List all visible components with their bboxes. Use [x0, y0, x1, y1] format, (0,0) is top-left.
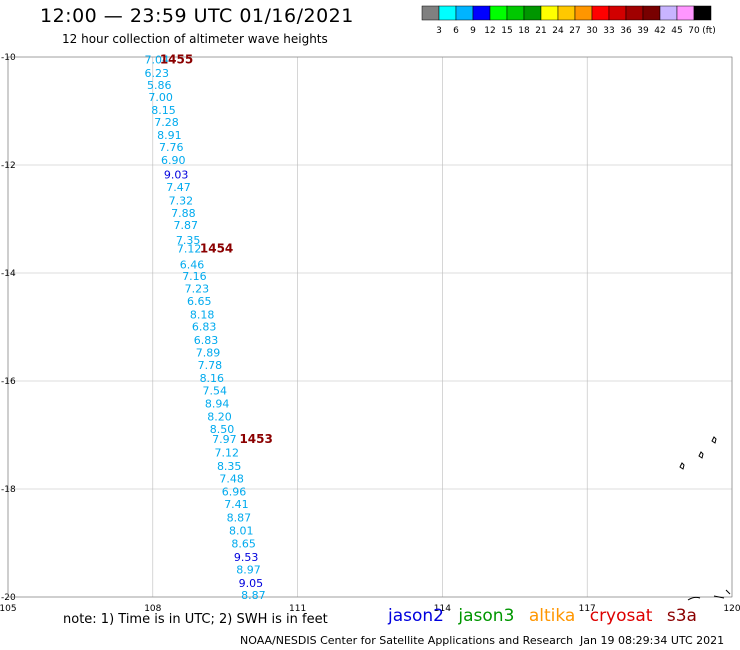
y-tick-label: -18 — [1, 485, 16, 495]
swh-value-label: 7.54 — [202, 385, 227, 398]
legend-label: 9 — [470, 26, 476, 36]
swh-value-label: 7.12 — [215, 446, 240, 459]
legend-label: 6 — [453, 26, 459, 36]
swh-value-label: 7.04 — [145, 54, 170, 67]
swh-value-label: 9.53 — [234, 551, 259, 564]
x-tick-label: 108 — [144, 604, 161, 614]
swh-value-label: 8.15 — [151, 104, 176, 117]
swh-value-label: 8.65 — [231, 538, 256, 551]
legend-label: 18 — [518, 26, 530, 36]
coastline-fragment — [698, 451, 704, 459]
y-tick-label: -12 — [1, 161, 16, 171]
swh-value-label: 7.89 — [196, 346, 221, 359]
legend-label: 36 — [620, 26, 632, 36]
swh-value-label: 8.16 — [200, 372, 225, 385]
swh-value-label: 7.00 — [148, 91, 173, 104]
pass-time-label: 1455 — [160, 53, 193, 67]
legend-label: 39 — [637, 26, 649, 36]
swh-value-label: 8.01 — [229, 525, 254, 538]
swh-value-label: 6.96 — [222, 486, 247, 499]
swh-value-label: 7.47 — [166, 181, 191, 194]
satellite-jason3: jason3 — [458, 606, 515, 626]
x-tick-label: 114 — [434, 604, 451, 614]
swh-value-label: 7.35 — [176, 234, 201, 247]
swh-value-label: 7.97 — [212, 433, 237, 446]
swh-value-label: 8.91 — [157, 129, 182, 142]
legend-label: 42 — [654, 26, 665, 36]
legend-label: 21 — [535, 26, 546, 36]
y-tick-label: -10 — [1, 53, 16, 63]
swh-value-label: 8.50 — [210, 423, 235, 436]
swh-value-label: 6.90 — [161, 154, 186, 167]
satellite-altika: altika — [528, 606, 576, 626]
x-tick-label: 117 — [579, 604, 596, 614]
satellite-jason2: jason2 — [388, 606, 444, 626]
swh-value-label: 9.03 — [164, 169, 189, 182]
legend-label: 45 — [671, 26, 682, 36]
y-tick-label: -16 — [1, 377, 16, 387]
swh-value-label: 7.87 — [174, 219, 199, 232]
satellite-cryosat: cryosat — [589, 606, 653, 626]
legend-label: 30 — [586, 26, 598, 36]
swh-value-label: 7.41 — [224, 498, 249, 511]
swh-value-label: 8.94 — [205, 398, 230, 411]
y-tick-label: -14 — [1, 269, 16, 279]
legend-swatch — [693, 5, 712, 21]
generated-timestamp: Jan 19 08:29:34 UTC 2021 — [580, 634, 725, 647]
legend-label: 3 — [436, 26, 442, 36]
page-subtitle: 12 hour collection of altimeter wave hei… — [62, 32, 328, 46]
legend-label: 70 — [688, 26, 700, 36]
swh-value-label: 7.12 — [177, 243, 202, 256]
swh-value-label: 6.65 — [187, 295, 212, 308]
swh-value-label: 5.86 — [147, 79, 172, 92]
footnote: note: 1) Time is in UTC; 2) SWH is in fe… — [63, 612, 328, 627]
coastline-fragment — [679, 462, 685, 470]
legend-label: 24 — [552, 26, 564, 36]
legend-label: 12 — [484, 26, 495, 36]
swh-value-label: 8.87 — [241, 589, 266, 602]
pass-time-label: 1454 — [200, 242, 233, 256]
x-tick-label: 111 — [289, 604, 306, 614]
swh-value-label: 7.88 — [171, 207, 196, 220]
swh-value-label: 6.46 — [180, 258, 205, 271]
x-tick-label: 105 — [0, 604, 17, 614]
legend-label: 27 — [569, 26, 580, 36]
swh-value-label: 7.78 — [198, 359, 223, 372]
legend-label: 33 — [603, 26, 614, 36]
swh-value-label: 8.20 — [207, 411, 232, 424]
satellite-s3a: s3a — [666, 606, 697, 626]
swh-value-label: 7.28 — [154, 116, 179, 129]
legend-label: 15 — [501, 26, 512, 36]
pass-time-label: 1453 — [239, 432, 272, 446]
swh-value-label: 8.35 — [217, 460, 242, 473]
swh-value-label: 9.05 — [239, 577, 264, 590]
coastline-fragment — [687, 589, 731, 601]
legend-unit: (ft) — [702, 26, 716, 36]
swh-value-label: 6.83 — [194, 334, 219, 347]
satellite-legend: jason2 jason3 altika cryosat s3a — [388, 606, 706, 626]
swh-value-label: 7.48 — [219, 473, 244, 486]
swh-value-label: 7.16 — [182, 270, 207, 283]
page-title: 12:00 — 23:59 UTC 01/16/2021 — [40, 5, 354, 27]
swh-value-label: 7.76 — [159, 141, 184, 154]
x-tick-label: 120 — [723, 604, 740, 614]
coastline-fragment — [711, 436, 717, 444]
credit-text: NOAA/NESDIS Center for Satellite Applica… — [240, 634, 574, 647]
plot-frame — [7, 56, 733, 598]
swh-value-label: 6.23 — [145, 67, 170, 80]
swh-value-label: 8.87 — [227, 512, 252, 525]
swh-value-label: 6.83 — [192, 320, 217, 333]
color-legend: 3 6 9 12 15 18 21 24 27 30 33 36 39 42 45 70 (ft) — [421, 5, 716, 36]
swh-value-label: 7.23 — [185, 283, 210, 296]
swh-value-label: 8.18 — [190, 309, 215, 322]
swh-value-label: 8.97 — [236, 563, 261, 576]
y-tick-label: -20 — [1, 593, 16, 603]
swh-value-label: 7.32 — [169, 195, 194, 208]
